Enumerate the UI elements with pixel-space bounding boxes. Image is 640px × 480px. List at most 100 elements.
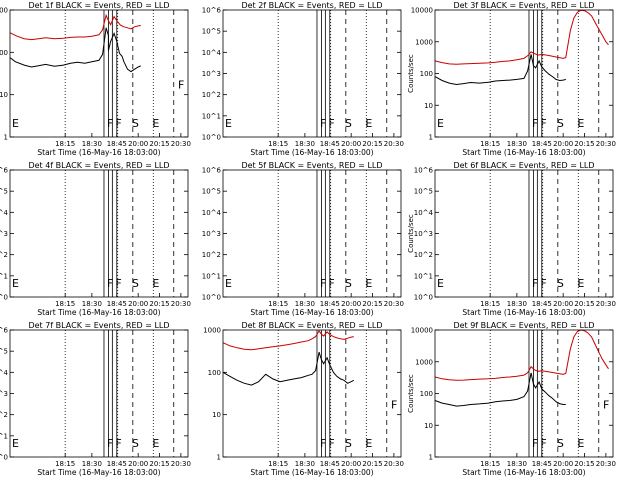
x-tick-label: 20:15 — [574, 300, 594, 308]
y-tick-label: 10^5 — [0, 348, 8, 356]
y-tick-label: 10^0 — [414, 294, 433, 302]
series-events-line — [434, 372, 566, 407]
series-events-line — [222, 351, 355, 386]
plot-frame — [434, 9, 614, 138]
panel-title: Det 5f BLACK = Events, RED = LLD — [241, 161, 382, 170]
event-marker-label: F — [107, 437, 113, 450]
y-tick-label: 1 — [429, 454, 433, 462]
x-tick-label: 20:15 — [149, 300, 169, 308]
y-tick-label: 10^2 — [414, 251, 433, 259]
x-tick-label: 18:45 — [107, 460, 127, 468]
y-tick-label: 1000 — [203, 327, 221, 335]
y-tick-label: 10^5 — [202, 188, 221, 196]
event-marker-label: S — [345, 117, 352, 130]
left-marker-label: E — [225, 117, 232, 130]
x-tick-label: 18:15 — [55, 140, 75, 148]
event-marker-label: S — [557, 277, 564, 290]
event-marker-label: F — [107, 117, 113, 130]
y-tick-label: 10^5 — [0, 188, 8, 196]
panel-title: Det 9f BLACK = Events, RED = LLD — [453, 321, 594, 330]
x-tick-label: 18:45 — [320, 140, 340, 148]
x-axis-label: Start Time (16-May-16 18:03:00) — [250, 308, 373, 317]
x-tick-label: 20:00 — [341, 300, 361, 308]
left-marker-label: E — [437, 117, 444, 130]
event-marker-label: F — [320, 117, 326, 130]
y-tick-label: 10^3 — [0, 230, 8, 238]
event-marker-label: S — [557, 437, 564, 450]
y-tick-label: 1 — [217, 454, 221, 462]
plot-frame — [9, 329, 189, 458]
y-tick-label: 10^3 — [202, 70, 221, 78]
y-tick-label: 10^6 — [0, 167, 9, 175]
x-tick-label: 20:00 — [341, 460, 361, 468]
right-marker-label: F — [178, 79, 184, 92]
x-tick-label: 18:30 — [507, 460, 527, 468]
panel-title: Det 1f BLACK = Events, RED = LLD — [28, 1, 169, 10]
left-marker-label: E — [225, 277, 232, 290]
event-marker-label: E — [365, 277, 372, 290]
y-tick-label: 10 — [424, 422, 433, 430]
event-marker-label: F — [532, 437, 538, 450]
event-marker-label: E — [152, 277, 159, 290]
x-tick-label: 18:45 — [107, 140, 127, 148]
panel-det-6: Det 6f BLACK = Events, RED = LLD 10^0 10^1… — [407, 161, 616, 317]
event-marker-label: F — [107, 277, 113, 290]
event-marker-label: F — [328, 277, 334, 290]
x-tick-label: 20:00 — [553, 140, 573, 148]
event-marker-label: E — [152, 437, 159, 450]
x-tick-label: 20:15 — [574, 140, 594, 148]
event-marker-label: F — [532, 117, 538, 130]
panel-title: Det 4f BLACK = Events, RED = LLD — [28, 161, 169, 170]
y-tick-label: 10^5 — [414, 188, 433, 196]
x-tick-label: 20:00 — [341, 140, 361, 148]
y-tick-label: 10 — [0, 91, 8, 99]
x-tick-label: 20:15 — [362, 300, 382, 308]
plot-frame — [9, 9, 189, 138]
event-marker-label: E — [365, 437, 372, 450]
x-axis-label: Start Time (16-May-16 18:03:00) — [462, 148, 585, 157]
x-axis-label: Start Time (16-May-16 18:03:00) — [37, 468, 160, 477]
y-tick-label: 10^6 — [0, 327, 9, 335]
x-tick-label: 18:45 — [107, 300, 127, 308]
y-tick-label: 10^3 — [0, 390, 8, 398]
x-tick-label: 20:30 — [596, 300, 616, 308]
y-tick-label: 10^1 — [414, 272, 433, 280]
y-tick-label: 10000 — [411, 327, 433, 335]
x-tick-label: 20:15 — [362, 140, 382, 148]
event-marker-label: S — [345, 277, 352, 290]
x-tick-label: 18:15 — [55, 460, 75, 468]
y-tick-label: 10^4 — [0, 369, 9, 377]
y-tick-label: 1000 — [0, 7, 8, 15]
y-tick-label: 10^6 — [414, 167, 434, 175]
x-tick-label: 18:15 — [268, 460, 288, 468]
event-marker-label: F — [320, 437, 326, 450]
y-tick-label: 100 — [420, 390, 433, 398]
event-marker-label: E — [152, 117, 159, 130]
left-marker-label: E — [12, 437, 19, 450]
x-tick-label: 20:00 — [553, 460, 573, 468]
event-marker-label: S — [132, 437, 139, 450]
plot-frame — [222, 9, 402, 138]
x-tick-label: 18:45 — [320, 300, 340, 308]
x-tick-label: 18:15 — [268, 300, 288, 308]
event-marker-label: E — [365, 117, 372, 130]
event-marker-label: S — [132, 277, 139, 290]
event-marker-label: E — [577, 437, 584, 450]
right-marker-label: F — [391, 399, 397, 412]
y-tick-label: 10 — [212, 411, 221, 419]
x-tick-label: 20:15 — [149, 460, 169, 468]
y-tick-label: 10^2 — [0, 251, 8, 259]
x-axis-label: Start Time (16-May-16 18:03:00) — [37, 308, 160, 317]
x-tick-label: 18:30 — [507, 300, 527, 308]
x-tick-label: 20:00 — [128, 460, 148, 468]
event-marker-label: F — [532, 277, 538, 290]
x-tick-label: 18:30 — [507, 140, 527, 148]
panel-title: Det 3f BLACK = Events, RED = LLD — [453, 1, 594, 10]
x-tick-label: 18:15 — [480, 460, 500, 468]
event-marker-label: S — [557, 117, 564, 130]
panel-det-7: Det 7f BLACK = Events, RED = LLD 10^0 10^1… — [0, 321, 191, 477]
y-tick-label: 10^0 — [0, 294, 8, 302]
y-tick-label: 10^4 — [202, 49, 222, 57]
event-marker-label: F — [540, 277, 546, 290]
x-tick-label: 18:30 — [295, 460, 315, 468]
